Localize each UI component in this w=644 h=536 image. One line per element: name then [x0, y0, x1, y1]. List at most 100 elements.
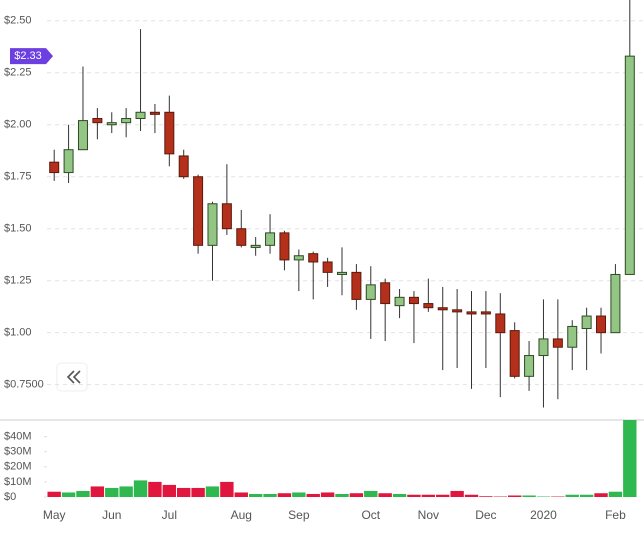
- volume-bar: [47, 491, 61, 497]
- last-price-label: $2.33: [14, 50, 42, 62]
- volume-bar: [76, 490, 90, 497]
- body-up: [365, 284, 376, 300]
- volume-bar: [162, 484, 177, 497]
- body-down: [92, 118, 103, 124]
- y-tick-label: $1.75: [4, 171, 32, 183]
- body-down: [236, 228, 247, 246]
- body-down: [466, 311, 477, 315]
- body-down: [509, 330, 520, 377]
- body-up: [581, 315, 592, 330]
- volume-bar: [292, 492, 306, 497]
- volume-bar: [608, 491, 623, 497]
- volume-bar: [177, 487, 191, 497]
- volume-bar: [579, 494, 594, 497]
- body-down: [164, 111, 175, 155]
- volume-tick-label: $10M: [4, 476, 32, 488]
- body-down: [452, 309, 463, 313]
- volume-bar: [464, 494, 479, 497]
- volume-bar: [320, 492, 335, 497]
- volume-bar: [205, 486, 220, 497]
- body-down: [178, 155, 189, 178]
- body-up: [610, 273, 621, 334]
- body-up: [293, 255, 304, 261]
- body-up: [624, 55, 635, 275]
- volume-bar: [349, 493, 364, 497]
- volume-bar: [565, 494, 579, 497]
- body-down: [322, 261, 333, 273]
- x-tick-label: 2020: [530, 508, 557, 522]
- volume-tick-label: $40M: [4, 431, 32, 443]
- body-down: [596, 315, 607, 334]
- volume-bar: [436, 494, 450, 497]
- y-tick-label: $0.7500: [4, 379, 44, 391]
- volume-tick-label: $0: [4, 491, 16, 503]
- volume-bar: [105, 487, 119, 497]
- volume-bar: [335, 493, 349, 497]
- x-tick-label: Dec: [475, 508, 496, 522]
- y-tick-label: $2.50: [4, 15, 32, 27]
- volume-bar: [119, 486, 133, 497]
- volume-bar: [191, 487, 205, 497]
- body-up: [77, 120, 88, 151]
- volume-bar: [392, 493, 407, 497]
- body-up: [524, 355, 535, 377]
- body-down: [308, 253, 319, 263]
- body-down: [480, 311, 491, 315]
- x-tick-label: Feb: [605, 508, 626, 522]
- body-up: [121, 118, 132, 124]
- body-down: [221, 203, 232, 230]
- volume-bar: [421, 494, 436, 497]
- volume-bar: [364, 490, 378, 497]
- body-down: [380, 282, 391, 305]
- body-up: [337, 271, 347, 275]
- volume-bar: [306, 493, 320, 497]
- volume-bar: [61, 492, 76, 497]
- collapse-button[interactable]: [56, 362, 88, 392]
- y-tick-label: $1.50: [4, 223, 32, 235]
- volume-bar: [623, 420, 637, 497]
- volume-bar: [263, 493, 277, 497]
- y-tick-label: $1.25: [4, 275, 32, 287]
- volume-bar: [90, 486, 105, 497]
- volume-tick-label: $30M: [4, 446, 32, 458]
- body-down: [49, 161, 60, 174]
- body-up: [135, 111, 146, 120]
- y-tick-label: $2.00: [4, 119, 32, 131]
- body-up: [250, 244, 261, 248]
- body-down: [552, 338, 563, 348]
- volume-bar: [507, 495, 522, 497]
- body-up: [63, 149, 74, 174]
- volume-tick-label: $20M: [4, 461, 32, 473]
- body-down: [495, 313, 506, 334]
- y-tick-label: $1.00: [4, 327, 32, 339]
- last-price-tag: [10, 48, 53, 65]
- body-up: [567, 325, 578, 348]
- volume-bar: [133, 480, 148, 497]
- volume-bar: [594, 493, 608, 497]
- y-tick-label: $2.25: [4, 67, 32, 79]
- body-down: [279, 232, 290, 261]
- volume-bar: [220, 481, 234, 497]
- body-down: [408, 296, 419, 305]
- body-up: [538, 338, 549, 357]
- x-tick-label: Jul: [162, 508, 177, 522]
- volume-bar: [148, 481, 162, 497]
- x-tick-label: May: [43, 508, 66, 522]
- body-up: [394, 296, 405, 307]
- volume-bar: [378, 493, 392, 497]
- volume-bar: [407, 494, 421, 497]
- body-down: [423, 303, 434, 309]
- x-tick-label: Aug: [231, 508, 252, 522]
- x-tick-label: Sep: [288, 508, 310, 522]
- body-up: [207, 203, 218, 246]
- x-tick-label: Nov: [418, 508, 439, 522]
- volume-bar: [522, 495, 536, 497]
- x-tick-label: Oct: [361, 508, 380, 522]
- body-down: [351, 271, 362, 300]
- body-up: [106, 122, 117, 126]
- body-down: [149, 111, 160, 115]
- body-down: [193, 176, 204, 246]
- body-down: [437, 307, 448, 311]
- volume-bar: [248, 493, 263, 497]
